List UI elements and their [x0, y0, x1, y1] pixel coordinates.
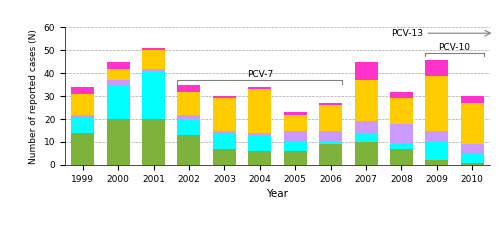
Bar: [178, 85, 201, 92]
Bar: [248, 135, 272, 151]
Bar: [319, 144, 342, 165]
Bar: [319, 142, 342, 144]
Bar: [142, 50, 165, 69]
Bar: [248, 89, 272, 133]
Bar: [390, 92, 413, 98]
Bar: [106, 62, 130, 69]
Bar: [461, 153, 484, 163]
Bar: [354, 121, 378, 133]
Bar: [213, 96, 236, 98]
Bar: [284, 131, 306, 142]
Bar: [284, 114, 306, 131]
Bar: [354, 80, 378, 121]
Bar: [106, 80, 130, 85]
Bar: [426, 131, 448, 142]
Bar: [71, 133, 94, 165]
Bar: [354, 133, 378, 142]
Bar: [213, 149, 236, 165]
Bar: [390, 144, 413, 149]
Bar: [319, 131, 342, 142]
Bar: [248, 151, 272, 165]
Bar: [178, 114, 201, 119]
Bar: [71, 87, 94, 94]
Bar: [178, 92, 201, 114]
Bar: [354, 142, 378, 165]
Bar: [426, 60, 448, 76]
X-axis label: Year: Year: [266, 189, 288, 199]
Bar: [284, 151, 306, 165]
Bar: [106, 69, 130, 80]
Bar: [248, 87, 272, 89]
Bar: [426, 142, 448, 160]
Bar: [390, 98, 413, 124]
Bar: [142, 119, 165, 165]
Bar: [284, 112, 306, 114]
Bar: [461, 163, 484, 165]
Bar: [142, 71, 165, 119]
Text: PCV-7: PCV-7: [246, 70, 273, 79]
Bar: [71, 94, 94, 114]
Bar: [142, 48, 165, 50]
Text: PCV-13: PCV-13: [392, 29, 424, 38]
Bar: [213, 98, 236, 131]
Bar: [319, 103, 342, 105]
Bar: [426, 76, 448, 131]
Bar: [390, 149, 413, 165]
Bar: [319, 105, 342, 131]
Bar: [142, 69, 165, 71]
Bar: [461, 144, 484, 153]
Bar: [354, 62, 378, 80]
Bar: [106, 85, 130, 119]
Bar: [284, 142, 306, 151]
Bar: [390, 124, 413, 144]
Bar: [248, 133, 272, 135]
Y-axis label: Number of reported cases (N): Number of reported cases (N): [29, 29, 38, 164]
Text: PCV-10: PCV-10: [438, 43, 470, 52]
Bar: [178, 119, 201, 135]
Bar: [461, 96, 484, 103]
Bar: [71, 117, 94, 133]
Bar: [213, 133, 236, 149]
Bar: [106, 119, 130, 165]
Bar: [71, 114, 94, 117]
Bar: [461, 103, 484, 144]
Bar: [213, 131, 236, 133]
Bar: [178, 135, 201, 165]
Bar: [426, 160, 448, 165]
